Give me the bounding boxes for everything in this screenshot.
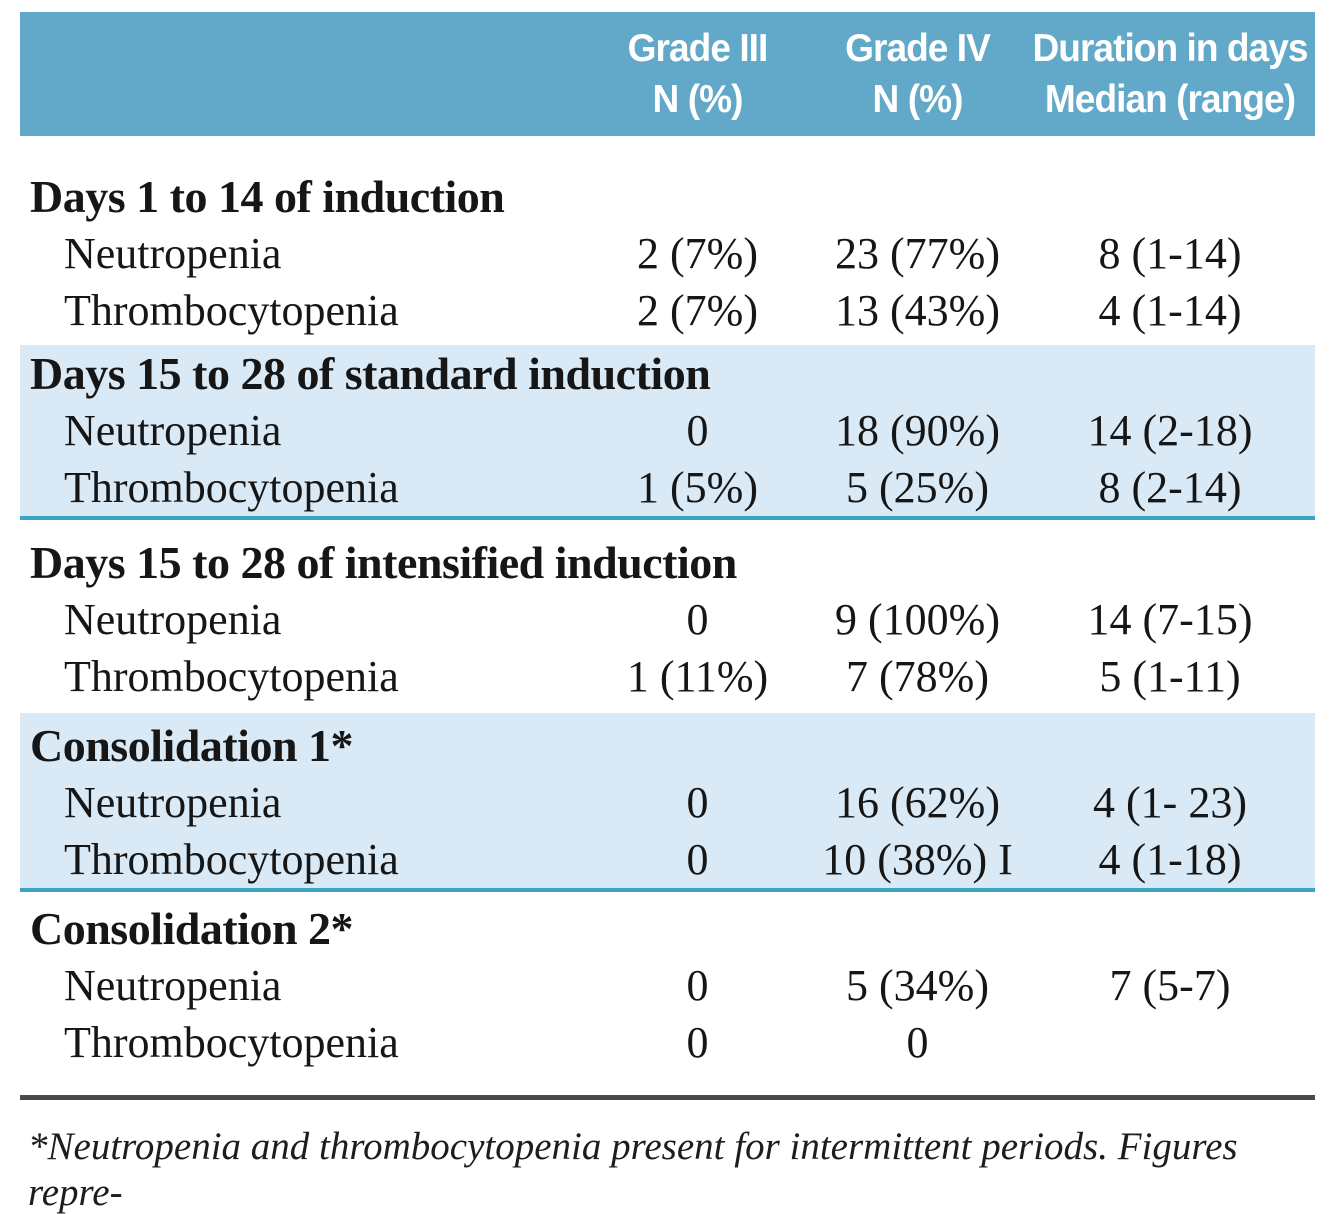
table-row: Neutropenia 2 (7%) 23 (77%) 8 (1-14) <box>20 225 1315 282</box>
grade4-value: 13 (43%) <box>835 286 1000 335</box>
row-label: Thrombocytopenia <box>64 286 399 335</box>
row-label: Neutropenia <box>64 778 282 827</box>
grade3-value: 0 <box>686 961 709 1010</box>
header-grade4-column: Grade IV N (%) <box>815 23 1019 125</box>
header-duration-line2: Median (range) <box>1044 78 1296 121</box>
section-title: Days 1 to 14 of induction <box>30 171 505 222</box>
duration-value: 14 (2-18) <box>1087 406 1253 455</box>
grade3-value: 0 <box>686 1018 709 1067</box>
footnote-divider-rule <box>20 1095 1315 1100</box>
grade4-value: 10 (38%) I <box>822 835 1013 884</box>
section-induction-days-1-14: Days 1 to 14 of induction Neutropenia 2 … <box>20 168 1315 339</box>
header-grade4-line1: Grade IV <box>845 27 991 70</box>
duration-value: 4 (1- 23) <box>1093 778 1247 827</box>
section-title: Days 15 to 28 of intensified induction <box>30 537 737 588</box>
table-row: Thrombocytopenia 1 (5%) 5 (25%) 8 (2-14) <box>20 459 1315 516</box>
duration-value: 4 (1-14) <box>1098 286 1242 335</box>
grade3-value: 0 <box>686 595 709 644</box>
duration-value <box>1025 1014 1315 1071</box>
grade3-value: 0 <box>686 406 709 455</box>
header-duration-line1: Duration in days <box>1032 27 1308 70</box>
grade4-value: 5 (34%) <box>846 961 989 1010</box>
row-label: Neutropenia <box>64 961 282 1010</box>
header-grade3-column: Grade III N (%) <box>591 23 805 125</box>
section-title: Consolidation 1* <box>30 720 354 771</box>
table-row: Neutropenia 0 16 (62%) 4 (1- 23) <box>20 774 1315 831</box>
row-label: Neutropenia <box>64 595 282 644</box>
row-label: Neutropenia <box>64 406 282 455</box>
header-grade3-line1: Grade III <box>627 27 769 70</box>
header-grade3-line2: N (%) <box>652 78 744 121</box>
row-label: Neutropenia <box>64 229 282 278</box>
table-content: Grade III N (%) Grade IV N (%) Duration … <box>20 12 1315 1214</box>
grade3-value: 0 <box>686 835 709 884</box>
duration-value: 8 (2-14) <box>1098 463 1242 512</box>
header-grade4-line2: N (%) <box>872 78 964 121</box>
duration-value: 8 (1-14) <box>1098 229 1242 278</box>
table-header-band: Grade III N (%) Grade IV N (%) Duration … <box>20 12 1315 136</box>
row-label: Thrombocytopenia <box>64 463 399 512</box>
grade3-value: 1 (11%) <box>626 652 769 701</box>
section-intensified-induction-days-15-28: Days 15 to 28 of intensified induction N… <box>20 520 1315 711</box>
row-label: Thrombocytopenia <box>64 835 399 884</box>
table-row: Thrombocytopenia 1 (11%) 7 (78%) 5 (1-11… <box>20 648 1315 705</box>
table-row: Thrombocytopenia 0 0 <box>20 1014 1315 1071</box>
row-label: Thrombocytopenia <box>64 1018 399 1067</box>
duration-value: 14 (7-15) <box>1087 595 1253 644</box>
table-footnote: *Neutropenia and thrombocytopenia presen… <box>20 1124 1315 1214</box>
table-row: Thrombocytopenia 0 10 (38%) I 4 (1-18) <box>20 831 1315 888</box>
row-label: Thrombocytopenia <box>64 652 399 701</box>
table-row: Neutropenia 0 9 (100%) 14 (7-15) <box>20 591 1315 648</box>
section-title: Days 15 to 28 of standard induction <box>30 348 711 399</box>
grade3-value: 2 (7%) <box>637 229 758 278</box>
duration-value: 5 (1-11) <box>1099 652 1241 701</box>
grade4-value: 7 (78%) <box>846 652 989 701</box>
grade4-value: 0 <box>906 1018 929 1067</box>
table-row: Thrombocytopenia 2 (7%) 13 (43%) 4 (1-14… <box>20 282 1315 339</box>
grade4-value: 5 (25%) <box>846 463 989 512</box>
table-row: Neutropenia 0 5 (34%) 7 (5-7) <box>20 957 1315 1014</box>
table-row: Neutropenia 0 18 (90%) 14 (2-18) <box>20 402 1315 459</box>
section-title: Consolidation 2* <box>30 903 354 954</box>
section-consolidation-1: Consolidation 1* Neutropenia 0 16 (62%) … <box>20 713 1315 892</box>
duration-value: 7 (5-7) <box>1109 961 1231 1010</box>
grade3-value: 1 (5%) <box>637 463 758 512</box>
section-standard-induction-days-15-28: Days 15 to 28 of standard induction Neut… <box>20 345 1315 520</box>
grade4-value: 18 (90%) <box>835 406 1000 455</box>
grade4-value: 9 (100%) <box>835 595 1000 644</box>
footnote-line-1: *Neutropenia and thrombocytopenia presen… <box>28 1125 1238 1214</box>
grade4-value: 23 (77%) <box>835 229 1000 278</box>
grade3-value: 2 (7%) <box>637 286 758 335</box>
section-consolidation-2: Consolidation 2* Neutropenia 0 5 (34%) 7… <box>20 892 1315 1071</box>
duration-value: 4 (1-18) <box>1098 835 1242 884</box>
grade4-value: 16 (62%) <box>835 778 1000 827</box>
grade3-value: 0 <box>686 778 709 827</box>
header-duration-column: Duration in days Median (range) <box>1032 23 1308 125</box>
